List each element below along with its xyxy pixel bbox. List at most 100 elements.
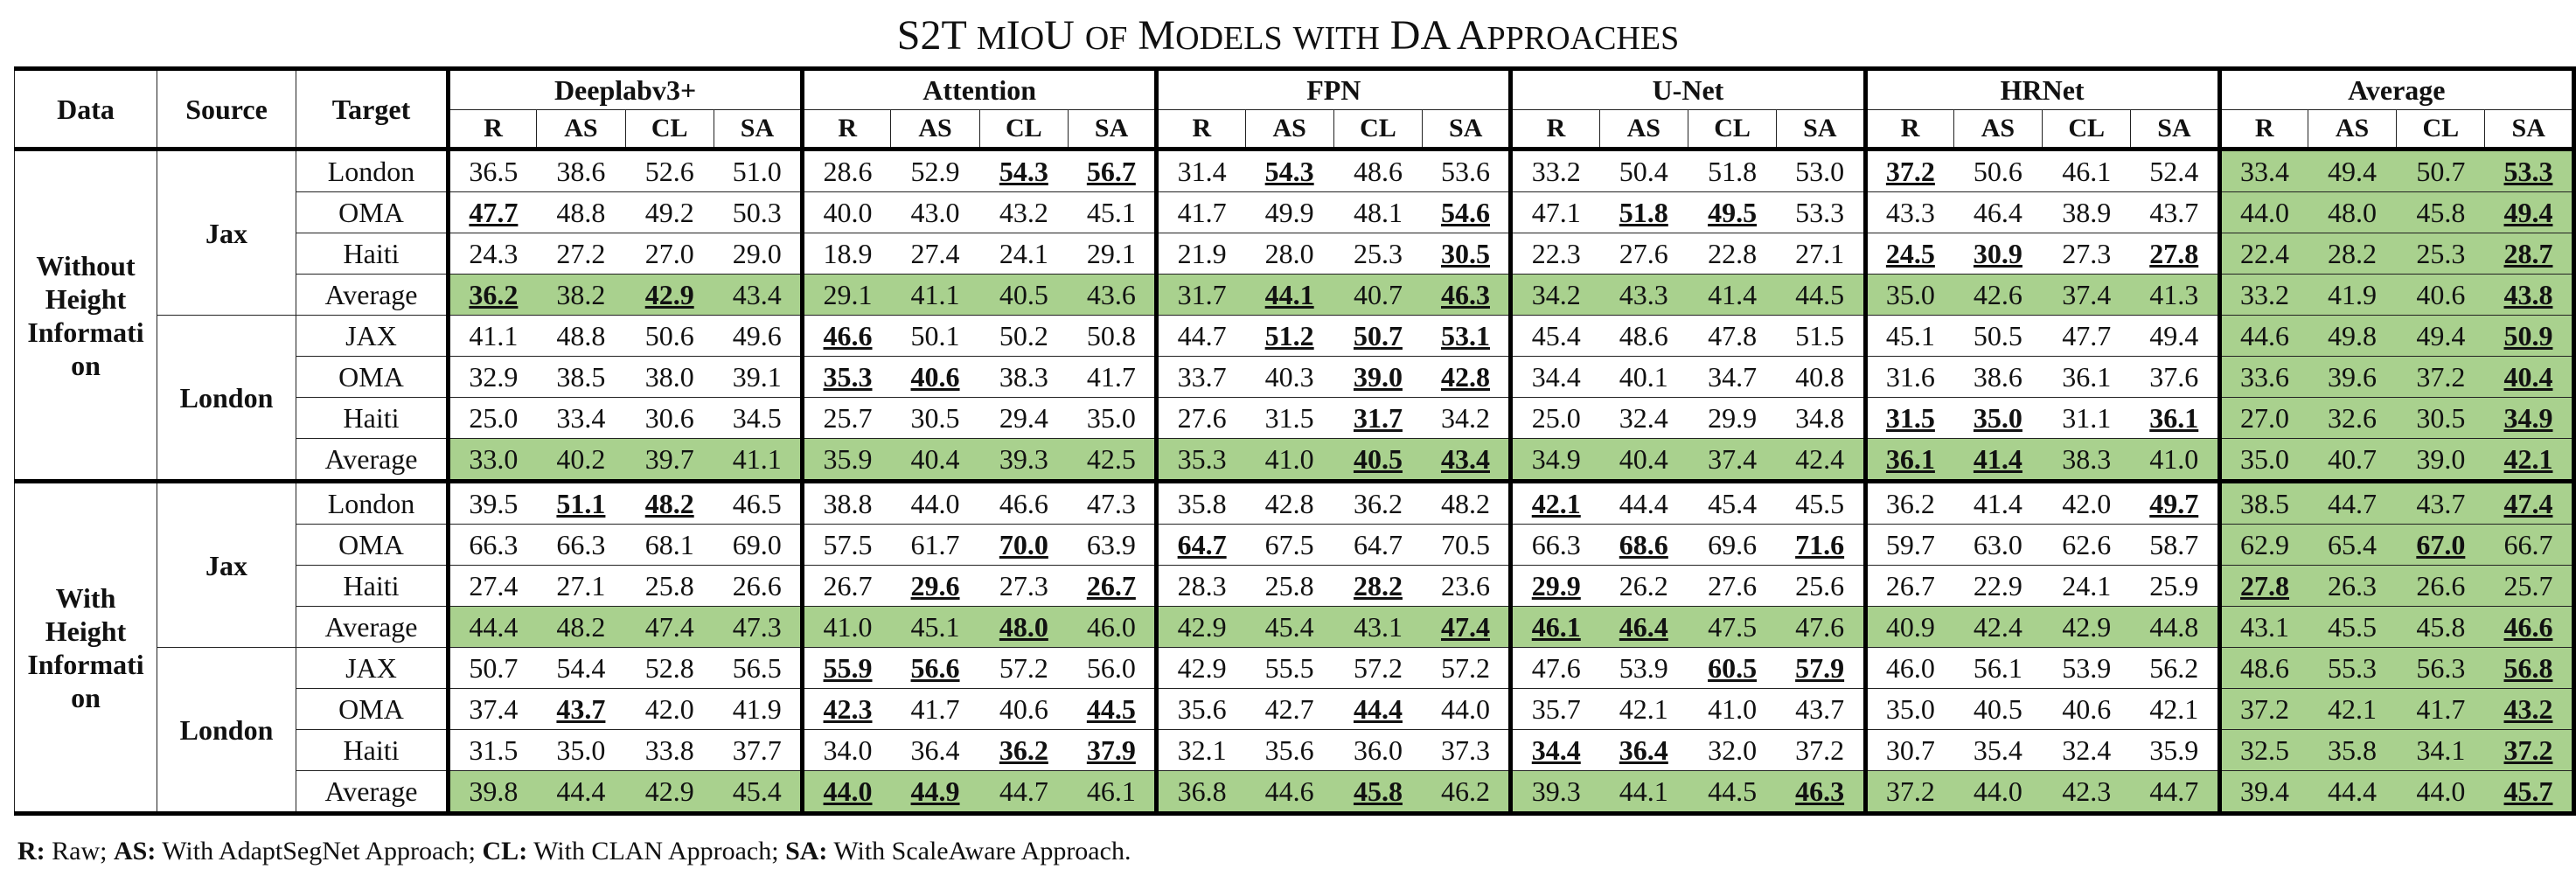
- value-cell: 27.0: [625, 233, 714, 275]
- value-cell: 48.6: [1333, 149, 1423, 192]
- value-cell: 50.1: [890, 315, 980, 357]
- value-cell: 38.3: [979, 356, 1069, 398]
- value-cell: 25.0: [448, 397, 537, 439]
- value-cell: 42.9: [1156, 647, 1246, 689]
- value-cell: 39.0: [1333, 356, 1423, 398]
- value-cell: 55.5: [1245, 647, 1334, 689]
- group-header-u-net: U-Net: [1510, 66, 1868, 110]
- title-word: APPROACHES: [1456, 12, 1680, 59]
- legend-text: With CLAN Approach;: [527, 837, 786, 866]
- value-cell: 45.4: [714, 770, 805, 816]
- target-label: Haiti: [296, 397, 450, 439]
- table-row: Haiti 24.3 27.2 27.0 29.0 18.9 27.4 24.1 29.1 21.…: [15, 233, 2576, 275]
- value-cell: 68.6: [1599, 524, 1688, 566]
- value-cell: 48.0: [2308, 191, 2397, 233]
- value-cell: 50.7: [1333, 315, 1423, 357]
- value-cell: 47.4: [1422, 606, 1514, 648]
- value-cell: 66.3: [536, 524, 626, 566]
- target-label: London: [296, 481, 450, 525]
- value-cell: 53.3: [2484, 149, 2576, 192]
- value-cell: 31.7: [1156, 274, 1246, 316]
- value-cell: 33.2: [1510, 149, 1600, 192]
- value-cell: 30.9: [1953, 233, 2043, 275]
- col-header-source: Source: [157, 66, 296, 151]
- value-cell: 37.2: [1865, 770, 1954, 816]
- value-cell: 35.0: [1068, 397, 1159, 439]
- value-cell: 49.6: [714, 315, 805, 357]
- value-cell: 57.2: [979, 647, 1069, 689]
- value-cell: 60.5: [1688, 647, 1777, 689]
- value-cell: 56.7: [1068, 149, 1159, 192]
- value-cell: 32.4: [2042, 729, 2131, 771]
- value-cell: 36.2: [1865, 481, 1954, 525]
- value-cell: 40.6: [890, 356, 980, 398]
- value-cell: 42.1: [2130, 688, 2222, 730]
- value-cell: 50.7: [448, 647, 537, 689]
- value-cell: 36.8: [1156, 770, 1246, 816]
- value-cell: 40.6: [2042, 688, 2131, 730]
- target-label: OMA: [296, 524, 450, 566]
- value-cell: 35.0: [2219, 438, 2308, 483]
- value-cell: 48.2: [625, 481, 714, 525]
- table-row: Average 36.2 38.2 42.9 43.4 29.1 41.1 40.5 43.6 3…: [15, 274, 2576, 316]
- value-cell: 43.4: [714, 274, 805, 316]
- value-cell: 26.7: [1068, 565, 1159, 607]
- value-cell: 50.5: [1953, 315, 2043, 357]
- value-cell: 28.0: [1245, 233, 1334, 275]
- value-cell: 64.7: [1156, 524, 1246, 566]
- value-cell: 42.1: [2308, 688, 2397, 730]
- value-cell: 41.1: [714, 438, 805, 483]
- metric-header-r: R: [1864, 109, 1954, 151]
- value-cell: 47.4: [625, 606, 714, 648]
- value-cell: 34.5: [714, 397, 805, 439]
- value-cell: 39.5: [448, 481, 537, 525]
- value-cell: 71.6: [1776, 524, 1868, 566]
- value-cell: 42.4: [1953, 606, 2043, 648]
- group-header-average: Average: [2218, 66, 2576, 110]
- value-cell: 43.7: [1776, 688, 1868, 730]
- value-cell: 49.4: [2484, 191, 2576, 233]
- value-cell: 34.9: [1510, 438, 1600, 483]
- value-cell: 35.9: [2130, 729, 2222, 771]
- value-cell: 61.7: [890, 524, 980, 566]
- value-cell: 42.9: [2042, 606, 2131, 648]
- value-cell: 25.9: [2130, 565, 2222, 607]
- legend-key: CL:: [482, 837, 528, 866]
- value-cell: 41.4: [1953, 481, 2043, 525]
- metric-header-cl: CL: [1333, 109, 1424, 151]
- value-cell: 33.0: [448, 438, 537, 483]
- value-cell: 29.1: [1068, 233, 1159, 275]
- value-cell: 22.9: [1953, 565, 2043, 607]
- value-cell: 45.1: [890, 606, 980, 648]
- table-row: Haiti 25.0 33.4 30.6 34.5 25.7 30.5 29.4 35.0 27.…: [15, 397, 2576, 439]
- metric-header-as: AS: [1598, 109, 1688, 151]
- value-cell: 31.4: [1156, 149, 1246, 192]
- value-cell: 51.5: [1776, 315, 1868, 357]
- value-cell: 24.1: [979, 233, 1069, 275]
- value-cell: 44.4: [1599, 481, 1688, 525]
- value-cell: 44.0: [2219, 191, 2308, 233]
- value-cell: 54.3: [1245, 149, 1334, 192]
- value-cell: 54.6: [1422, 191, 1514, 233]
- value-cell: 34.4: [1510, 356, 1600, 398]
- target-label: OMA: [296, 191, 450, 233]
- group-header-hrnet: HRNet: [1864, 66, 2222, 110]
- value-cell: 45.8: [1333, 770, 1423, 816]
- value-cell: 50.7: [2396, 149, 2485, 192]
- value-cell: 40.1: [1599, 356, 1688, 398]
- value-cell: 24.5: [1865, 233, 1954, 275]
- value-cell: 50.6: [1953, 149, 2043, 192]
- value-cell: 41.7: [890, 688, 980, 730]
- legend-key: AS:: [113, 837, 157, 866]
- value-cell: 40.5: [979, 274, 1069, 316]
- value-cell: 35.0: [536, 729, 626, 771]
- value-cell: 30.5: [2396, 397, 2485, 439]
- value-cell: 36.4: [890, 729, 980, 771]
- value-cell: 25.0: [1510, 397, 1600, 439]
- title-word: DA: [1389, 12, 1449, 59]
- value-cell: 47.8: [1688, 315, 1777, 357]
- value-cell: 42.0: [625, 688, 714, 730]
- value-cell: 40.6: [2396, 274, 2485, 316]
- title-word: S2T: [896, 12, 966, 59]
- value-cell: 27.6: [1688, 565, 1777, 607]
